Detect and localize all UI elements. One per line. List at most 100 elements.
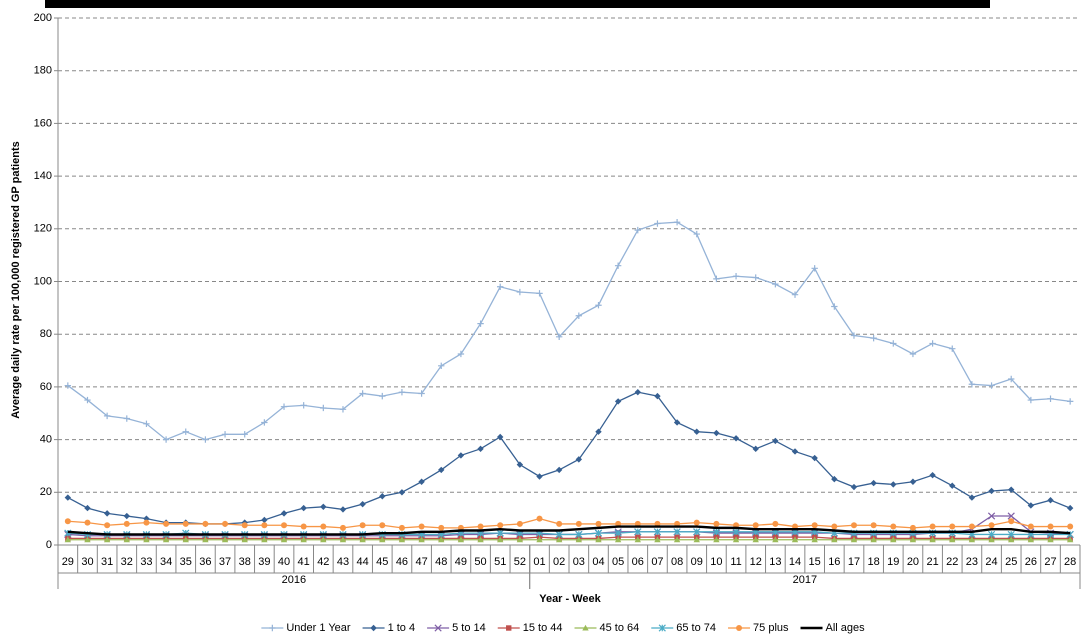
marker: [497, 283, 504, 290]
marker: [949, 345, 956, 352]
marker: [339, 524, 346, 531]
marker: [752, 445, 759, 453]
x-tick-label: 36: [199, 556, 211, 568]
series-line: [67, 517, 1071, 529]
legend-label: 1 to 4: [388, 622, 416, 634]
marker: [536, 473, 543, 480]
x-axis-title: Year - Week: [539, 593, 601, 605]
marker: [497, 536, 504, 543]
marker: [850, 332, 858, 339]
legend-item: 45 to 64: [574, 622, 639, 634]
x-tick-label: 28: [1064, 556, 1076, 568]
series-line: [67, 391, 1071, 525]
marker: [103, 412, 111, 420]
marker: [370, 624, 377, 632]
marker: [575, 520, 582, 527]
marker: [614, 398, 622, 405]
marker: [1047, 395, 1054, 402]
marker: [103, 510, 111, 517]
marker: [909, 524, 916, 531]
x-tick-label: 08: [671, 556, 683, 568]
x-tick-label: 29: [62, 556, 74, 568]
marker: [736, 625, 743, 631]
series-line: [67, 536, 1071, 540]
marker: [713, 429, 720, 437]
x-tick-label: 48: [435, 556, 447, 568]
marker: [634, 226, 641, 234]
marker: [280, 403, 288, 410]
marker: [555, 536, 563, 543]
marker: [1047, 497, 1054, 504]
marker: [320, 404, 327, 412]
marker: [614, 529, 622, 537]
marker: [988, 487, 995, 495]
x-tick-label: 32: [121, 556, 133, 568]
marker: [654, 392, 661, 400]
series-line: [67, 525, 1071, 536]
y-tick-label: 200: [34, 12, 52, 24]
marker: [300, 402, 307, 409]
marker: [359, 536, 366, 543]
marker: [556, 520, 563, 527]
marker: [988, 522, 995, 529]
marker: [732, 435, 740, 442]
marker: [339, 406, 347, 413]
marker: [457, 350, 465, 358]
marker: [870, 479, 877, 487]
x-tick-label: 27: [1044, 556, 1056, 568]
marker: [791, 536, 799, 543]
marker: [772, 536, 779, 543]
marker: [418, 536, 425, 543]
marker: [398, 536, 406, 543]
marker: [968, 494, 976, 501]
marker: [673, 528, 681, 536]
marker: [712, 528, 721, 536]
legend-item: 65 to 74: [651, 622, 716, 634]
legend-item: 1 to 4: [362, 622, 416, 634]
marker: [434, 624, 442, 632]
legend-label: All ages: [826, 622, 866, 634]
marker: [1008, 536, 1015, 543]
marker: [379, 493, 386, 500]
marker: [752, 536, 759, 543]
marker: [752, 522, 759, 529]
marker: [320, 536, 327, 543]
marker: [575, 536, 583, 543]
marker: [398, 524, 405, 531]
marker: [772, 280, 779, 288]
marker: [182, 536, 189, 543]
marker: [988, 536, 995, 543]
marker: [84, 519, 91, 526]
y-tick-label: 40: [40, 434, 52, 446]
x-tick-label: 49: [455, 556, 467, 568]
marker: [988, 382, 995, 389]
marker: [968, 381, 976, 388]
marker: [123, 415, 130, 422]
marker: [300, 504, 307, 512]
x-tick-label: 15: [809, 556, 821, 568]
marker: [1027, 523, 1034, 530]
marker: [582, 624, 589, 631]
marker: [222, 520, 229, 527]
marker: [850, 522, 857, 529]
marker: [575, 312, 583, 319]
marker: [595, 520, 602, 527]
marker: [713, 536, 720, 543]
marker: [143, 536, 150, 543]
marker: [1007, 530, 1015, 539]
legend-label: Under 1 Year: [286, 622, 351, 634]
marker: [163, 520, 170, 527]
legend-label: 5 to 14: [452, 622, 486, 634]
marker: [339, 536, 347, 543]
marker: [890, 523, 897, 530]
x-tick-label: 11: [730, 556, 741, 568]
marker: [379, 392, 386, 400]
marker: [123, 520, 130, 527]
marker: [890, 340, 897, 347]
x-tick-label: 10: [710, 556, 722, 568]
x-tick-label: 12: [750, 556, 762, 568]
marker: [693, 528, 701, 536]
x-tick-label: 24: [985, 556, 997, 568]
marker: [162, 536, 170, 543]
x-group-label: 2017: [793, 574, 817, 586]
